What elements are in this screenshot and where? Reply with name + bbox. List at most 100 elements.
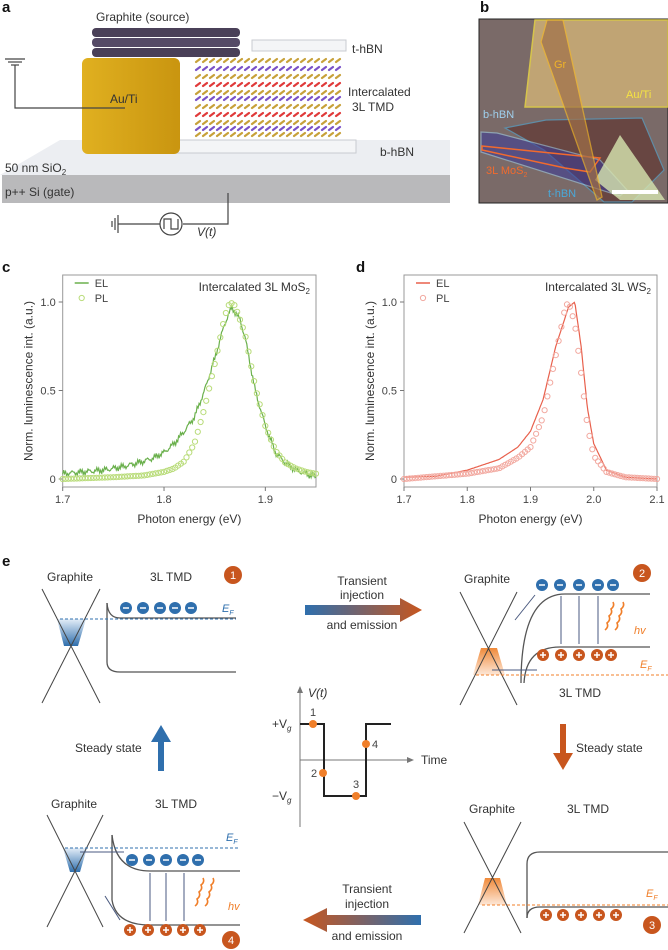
atom: [236, 125, 244, 132]
hole-icon: [555, 649, 567, 661]
atom: [222, 131, 230, 138]
step-badge: [224, 566, 242, 584]
svg-text:4: 4: [372, 739, 378, 751]
series-pl-point: [482, 467, 489, 474]
atom: [278, 81, 286, 88]
x-tick-label: 1.8: [460, 494, 475, 506]
atom: [278, 125, 286, 132]
series-pl-point: [465, 470, 472, 477]
atom: [313, 65, 321, 72]
atom: [320, 111, 328, 118]
atom: [264, 103, 272, 110]
chart-c: c 1.7 1.8 1.9 0 0.5 1.0 Photon energy (eV) Norm…: [2, 259, 320, 526]
atom: [257, 57, 265, 64]
tmd-label-2: 3L TMD: [352, 100, 394, 114]
step-badge: [633, 564, 651, 582]
svg-text:hv: hv: [634, 625, 647, 637]
atom: [243, 81, 251, 88]
atom: [299, 89, 307, 96]
atom: [243, 111, 251, 118]
atom: [236, 57, 244, 64]
t-hbn-label: t-hBN: [352, 42, 383, 56]
series-pl-point: [409, 475, 416, 482]
steady-state-up: Steady state: [75, 725, 171, 771]
atom: [229, 125, 237, 132]
hole-icon: [540, 909, 552, 921]
legend-label-el: EL: [436, 278, 449, 290]
panel-label-b: b: [480, 0, 489, 16]
atom: [229, 95, 237, 102]
series-pl-point: [206, 385, 213, 392]
series-pl-point: [608, 470, 616, 477]
step-badge-number: 4: [228, 935, 234, 947]
series-pl-point: [566, 303, 574, 310]
injection-arrow: [514, 594, 536, 621]
panel-a: a 50 nm SiO2 p++ Si (gate) Graphite (sou…: [0, 0, 450, 239]
legend-swatch-pl: [78, 294, 85, 302]
series-pl-point: [597, 461, 604, 468]
atom: [208, 95, 216, 102]
series-pl-point: [242, 333, 249, 340]
atom: [264, 81, 272, 88]
atom: [201, 65, 209, 72]
series-pl-point: [488, 466, 495, 473]
atom: [257, 119, 265, 126]
series-pl-point: [158, 469, 165, 476]
panel-label-d: d: [356, 259, 365, 276]
atom: [271, 103, 279, 110]
atom: [313, 119, 321, 126]
b-hbn-label-b: b-hBN: [483, 109, 514, 121]
series-pl-point: [544, 393, 551, 400]
atom: [236, 111, 244, 118]
series-pl-point: [578, 369, 585, 376]
series-pl-point: [592, 454, 599, 461]
atom: [201, 111, 209, 118]
atom: [334, 57, 342, 64]
au-ti-label: Au/Ti: [110, 92, 138, 106]
ef-label: EF: [222, 603, 234, 617]
y-tick-label: 0: [391, 474, 397, 486]
atom: [215, 119, 223, 126]
atom: [222, 89, 230, 96]
atom: [257, 103, 265, 110]
legend-label-el: EL: [95, 278, 108, 290]
atom: [306, 81, 314, 88]
x-axis-label: Photon energy (eV): [478, 512, 582, 526]
atom: [299, 65, 307, 72]
series-pl-point: [310, 470, 317, 477]
panel-label-a: a: [2, 0, 11, 16]
plot-frame: [62, 274, 317, 488]
atom: [229, 89, 237, 96]
atom: [306, 65, 314, 72]
atom: [334, 65, 342, 72]
atom: [334, 125, 342, 132]
atom: [292, 103, 300, 110]
atom: [299, 81, 307, 88]
series-pl-point: [617, 472, 624, 479]
series-pl-point: [304, 469, 311, 476]
y-tick-label: 0.5: [40, 386, 55, 398]
series-pl-point: [434, 473, 441, 480]
atom: [264, 89, 272, 96]
atom: [236, 81, 244, 88]
y-axis-label: Norm. luminescence int. (a.u.): [363, 301, 377, 461]
electron-icon: [185, 602, 197, 614]
series-pl-point: [614, 472, 621, 479]
electron-icon: [554, 579, 566, 591]
atom: [264, 57, 272, 64]
electron-icon: [143, 854, 155, 866]
hole-icon: [124, 924, 136, 936]
hole-icon: [610, 909, 622, 921]
atom: [229, 81, 237, 88]
series-pl-point: [561, 309, 568, 316]
graphite-label: Graphite: [51, 797, 97, 811]
series-pl-point: [270, 443, 277, 450]
atom: [194, 81, 202, 88]
series-pl-point: [200, 409, 207, 416]
atom: [208, 103, 216, 110]
series-pl-point: [124, 473, 131, 480]
atom: [250, 111, 258, 118]
y-tick-label: 1.0: [40, 297, 55, 309]
atom: [243, 95, 251, 102]
atom: [313, 103, 321, 110]
